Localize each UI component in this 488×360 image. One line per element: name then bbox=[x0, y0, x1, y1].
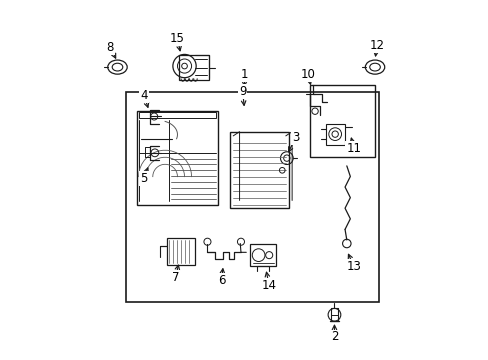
Bar bbox=[325, 123, 345, 145]
Text: 2: 2 bbox=[330, 330, 338, 343]
Text: 8: 8 bbox=[106, 41, 114, 54]
Bar bbox=[139, 112, 216, 118]
Text: 13: 13 bbox=[346, 260, 361, 273]
Text: 7: 7 bbox=[172, 270, 179, 284]
Text: 9: 9 bbox=[239, 85, 246, 98]
Text: 11: 11 bbox=[346, 142, 361, 155]
Text: 4: 4 bbox=[140, 89, 147, 102]
Text: 1: 1 bbox=[240, 68, 248, 81]
Text: 5: 5 bbox=[140, 172, 147, 185]
Text: 3: 3 bbox=[291, 131, 299, 144]
Bar bbox=[249, 243, 276, 266]
Bar bbox=[230, 132, 288, 208]
Text: 15: 15 bbox=[170, 32, 184, 45]
Text: 6: 6 bbox=[217, 274, 225, 287]
Bar bbox=[137, 111, 218, 205]
Bar bbox=[166, 238, 195, 265]
Bar bbox=[179, 55, 209, 80]
Bar bbox=[126, 92, 378, 302]
Text: 12: 12 bbox=[368, 40, 384, 53]
Bar bbox=[309, 85, 374, 157]
Text: 14: 14 bbox=[261, 279, 276, 292]
Text: 10: 10 bbox=[300, 68, 315, 81]
